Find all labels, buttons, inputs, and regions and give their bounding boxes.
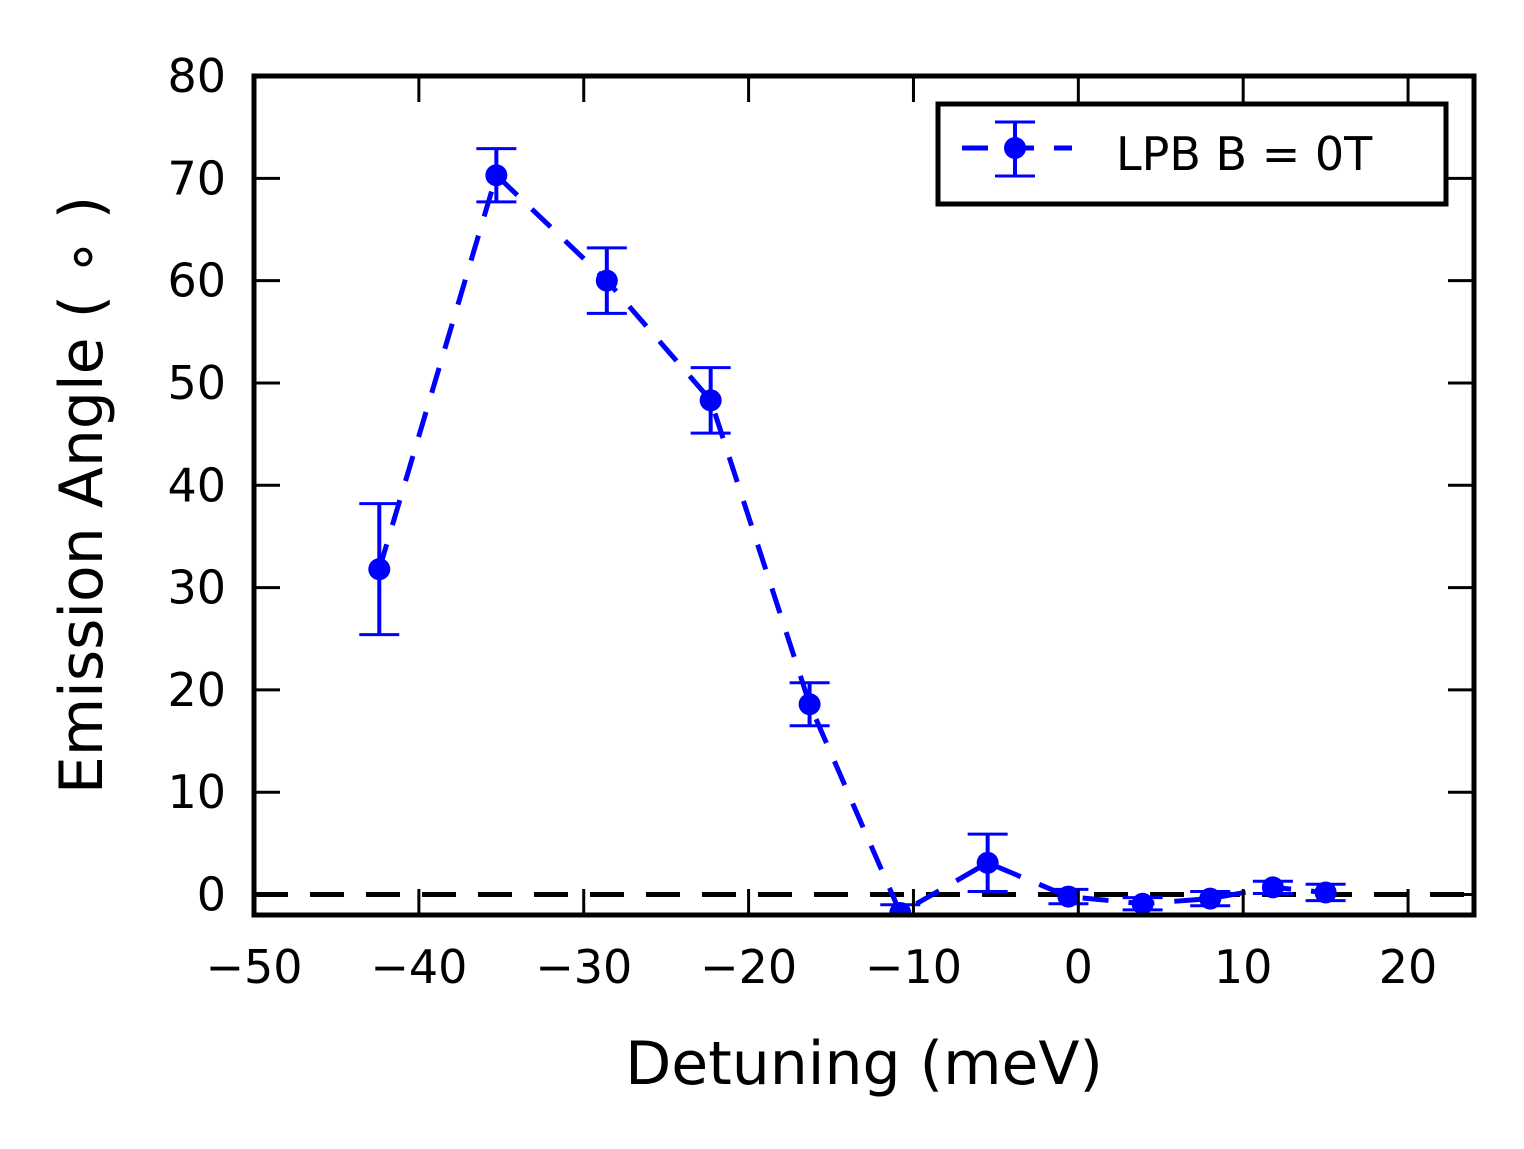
- y-tick-label: 20: [167, 663, 226, 717]
- series-line: [376, 170, 1326, 915]
- data-point: [1261, 876, 1284, 899]
- axis-ticks: [252, 74, 1474, 915]
- y-tick-label: 60: [167, 254, 226, 308]
- x-tick-label: −50: [205, 940, 302, 994]
- y-tick-label: 40: [167, 458, 226, 512]
- data-point: [485, 164, 508, 187]
- data-point: [1057, 885, 1080, 908]
- x-tick-label: 20: [1379, 940, 1438, 994]
- data-point: [1199, 887, 1222, 910]
- x-tick-label: 0: [1064, 940, 1093, 994]
- y-tick-label: 50: [167, 356, 226, 410]
- legend-symbol: [962, 120, 1072, 178]
- x-tick-label: −10: [865, 940, 962, 994]
- y-tick-label: 0: [197, 868, 226, 922]
- plot-area: [254, 147, 1474, 915]
- tick-labels: −50 −40 −30 −20 −10 0 10 20 0 10 20 30 40 50 60 70 80: [167, 49, 1437, 994]
- x-axis-label: Detuning (meV): [625, 1029, 1103, 1099]
- y-tick-label: 70: [167, 151, 226, 205]
- data-point: [1131, 892, 1154, 915]
- y-tick-label: 10: [167, 765, 226, 819]
- y-axis-label: Emission Angle ( ∘ ): [47, 196, 117, 794]
- data-point: [976, 851, 999, 874]
- x-tick-label: −20: [700, 940, 797, 994]
- y-tick-label: 80: [167, 49, 226, 103]
- legend: LPB B = 0T: [935, 101, 1449, 207]
- y-tick-label: 30: [167, 561, 226, 615]
- legend-label: LPB B = 0T: [1116, 127, 1373, 181]
- data-point: [595, 269, 618, 292]
- data-point: [699, 389, 722, 412]
- x-tick-label: 10: [1214, 940, 1273, 994]
- legend-marker: [1004, 137, 1026, 159]
- x-tick-label: −40: [370, 940, 467, 994]
- plot-frame: [251, 73, 1477, 918]
- data-point: [798, 693, 821, 716]
- x-tick-label: −30: [535, 940, 632, 994]
- data-point: [1314, 881, 1337, 904]
- data-point: [368, 558, 391, 581]
- data-point: [889, 901, 912, 915]
